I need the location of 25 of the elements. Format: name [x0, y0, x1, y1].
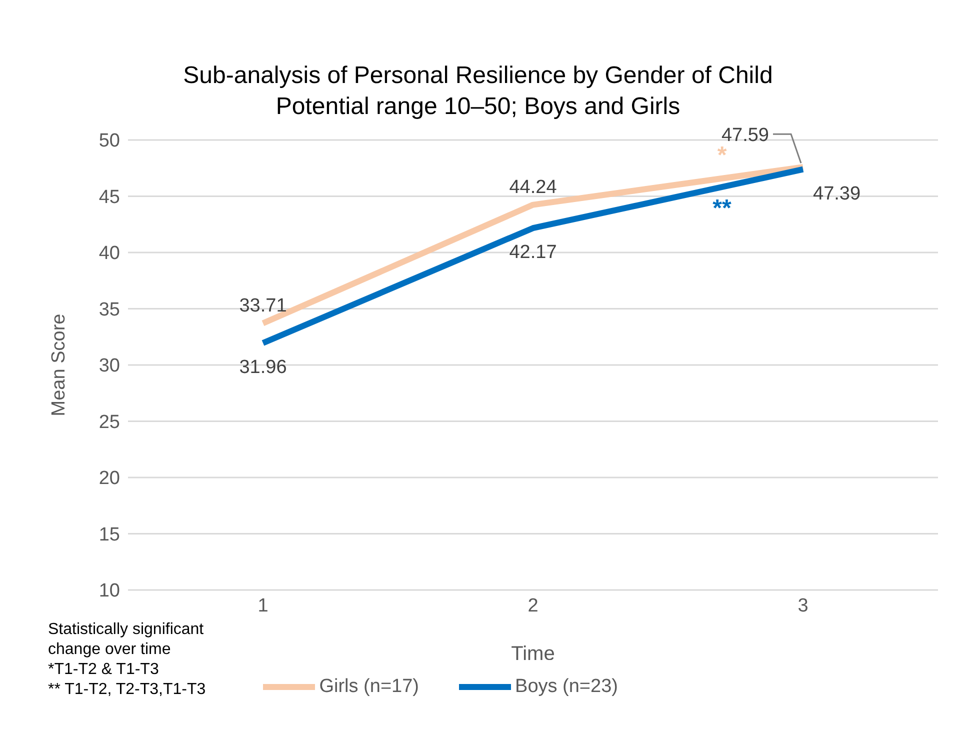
- data-label: 44.24: [509, 176, 558, 198]
- data-label: 31.96: [239, 356, 287, 378]
- y-tick-label: 10: [98, 580, 120, 602]
- data-label: 33.71: [239, 295, 287, 316]
- legend-label: Girls (n=17): [319, 676, 420, 698]
- chart-title: Sub-analysis of Personal Resilience by Gender of Child: [182, 61, 774, 91]
- text: Statistically significant change over time *T1-T2 & T1-T3 ** T1-T2, T2-T3,T1-T3: [48, 620, 206, 700]
- y-tick-label: 40: [98, 243, 120, 264]
- x-axis-title: Time: [511, 643, 555, 665]
- chart-subtitle: Potential range 10–50; Boys and Girls: [274, 92, 682, 122]
- x-tick-label: 2: [528, 595, 538, 616]
- x-tick-label: 3: [798, 595, 808, 616]
- y-tick-label: 25: [98, 412, 120, 433]
- y-tick-label: 20: [98, 468, 120, 490]
- y-tick-label: 15: [98, 524, 120, 546]
- data-label: 42.17: [509, 242, 557, 264]
- y-tick-label: 30: [98, 356, 120, 377]
- legend-label: Boys (n=23): [515, 676, 618, 698]
- annotation: **: [712, 194, 732, 222]
- y-axis-title: Mean Score: [48, 314, 70, 416]
- y-tick-label: 45: [98, 186, 120, 208]
- y-tick-label: 35: [98, 299, 120, 320]
- y-tick-label: 50: [98, 130, 120, 152]
- x-tick-label: 1: [258, 595, 268, 616]
- data-label: 47.39: [813, 183, 861, 204]
